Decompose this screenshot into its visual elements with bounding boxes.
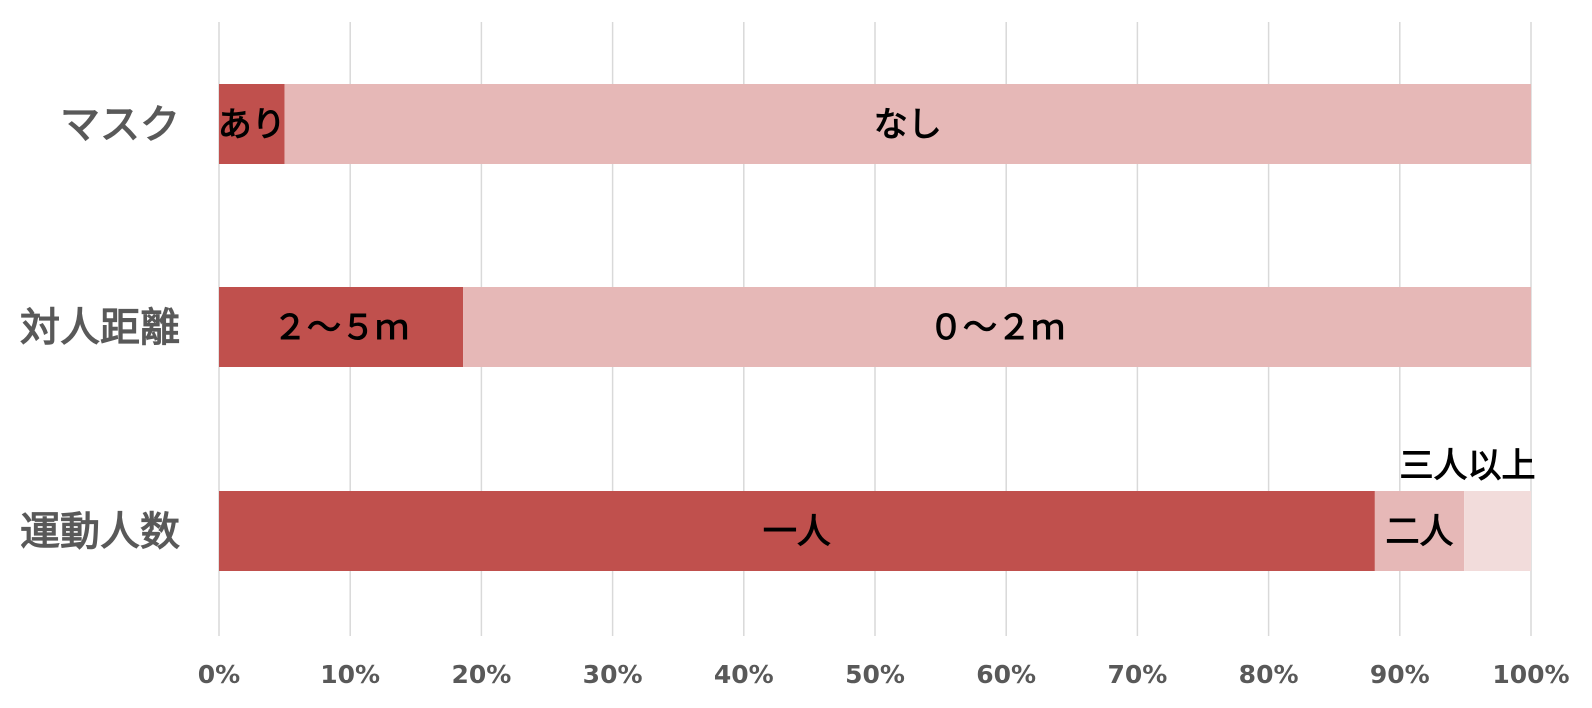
x-tick-label: 50% xyxy=(845,660,905,689)
x-tick-label: 90% xyxy=(1370,660,1430,689)
x-tick-label: 0% xyxy=(198,660,240,689)
category-label: 対人距離 xyxy=(20,305,180,351)
bar-segment xyxy=(284,84,1532,164)
x-axis-tick-labels: 0% 10% 20% 30% 40% 50% 60% 70% 80% 90% 100% xyxy=(198,660,1570,689)
segment-label: あり xyxy=(218,105,286,145)
x-tick-label: 80% xyxy=(1239,660,1299,689)
category-label: 運動人数 xyxy=(20,509,180,555)
bar-segment xyxy=(1464,491,1531,571)
x-tick-label: 40% xyxy=(714,660,774,689)
bar-segment xyxy=(219,84,285,164)
bar-segment xyxy=(219,287,464,367)
bar-segment xyxy=(463,287,1532,367)
x-tick-label: 70% xyxy=(1107,660,1167,689)
x-tick-label: 20% xyxy=(451,660,511,689)
segment-label: 三人以上 xyxy=(1400,446,1536,486)
x-tick-label: 30% xyxy=(583,660,643,689)
x-tick-label: 10% xyxy=(320,660,380,689)
segment-labels: あり なし ２～５ｍ ０～２ｍ 一人 二人 三人以上 xyxy=(218,105,1536,552)
segment-label: ０～２ｍ xyxy=(929,308,1065,348)
segment-label: 二人 xyxy=(1385,512,1453,552)
bar-segment xyxy=(219,491,1375,571)
x-tick-label: 100% xyxy=(1492,660,1569,689)
segment-label: 一人 xyxy=(763,512,831,552)
category-label: マスク xyxy=(60,102,180,148)
segment-label: ２～５ｍ xyxy=(273,308,409,348)
bar-segment xyxy=(1374,491,1465,571)
segment-label: なし xyxy=(874,105,942,145)
bars xyxy=(219,84,1532,571)
x-tick-label: 60% xyxy=(976,660,1036,689)
